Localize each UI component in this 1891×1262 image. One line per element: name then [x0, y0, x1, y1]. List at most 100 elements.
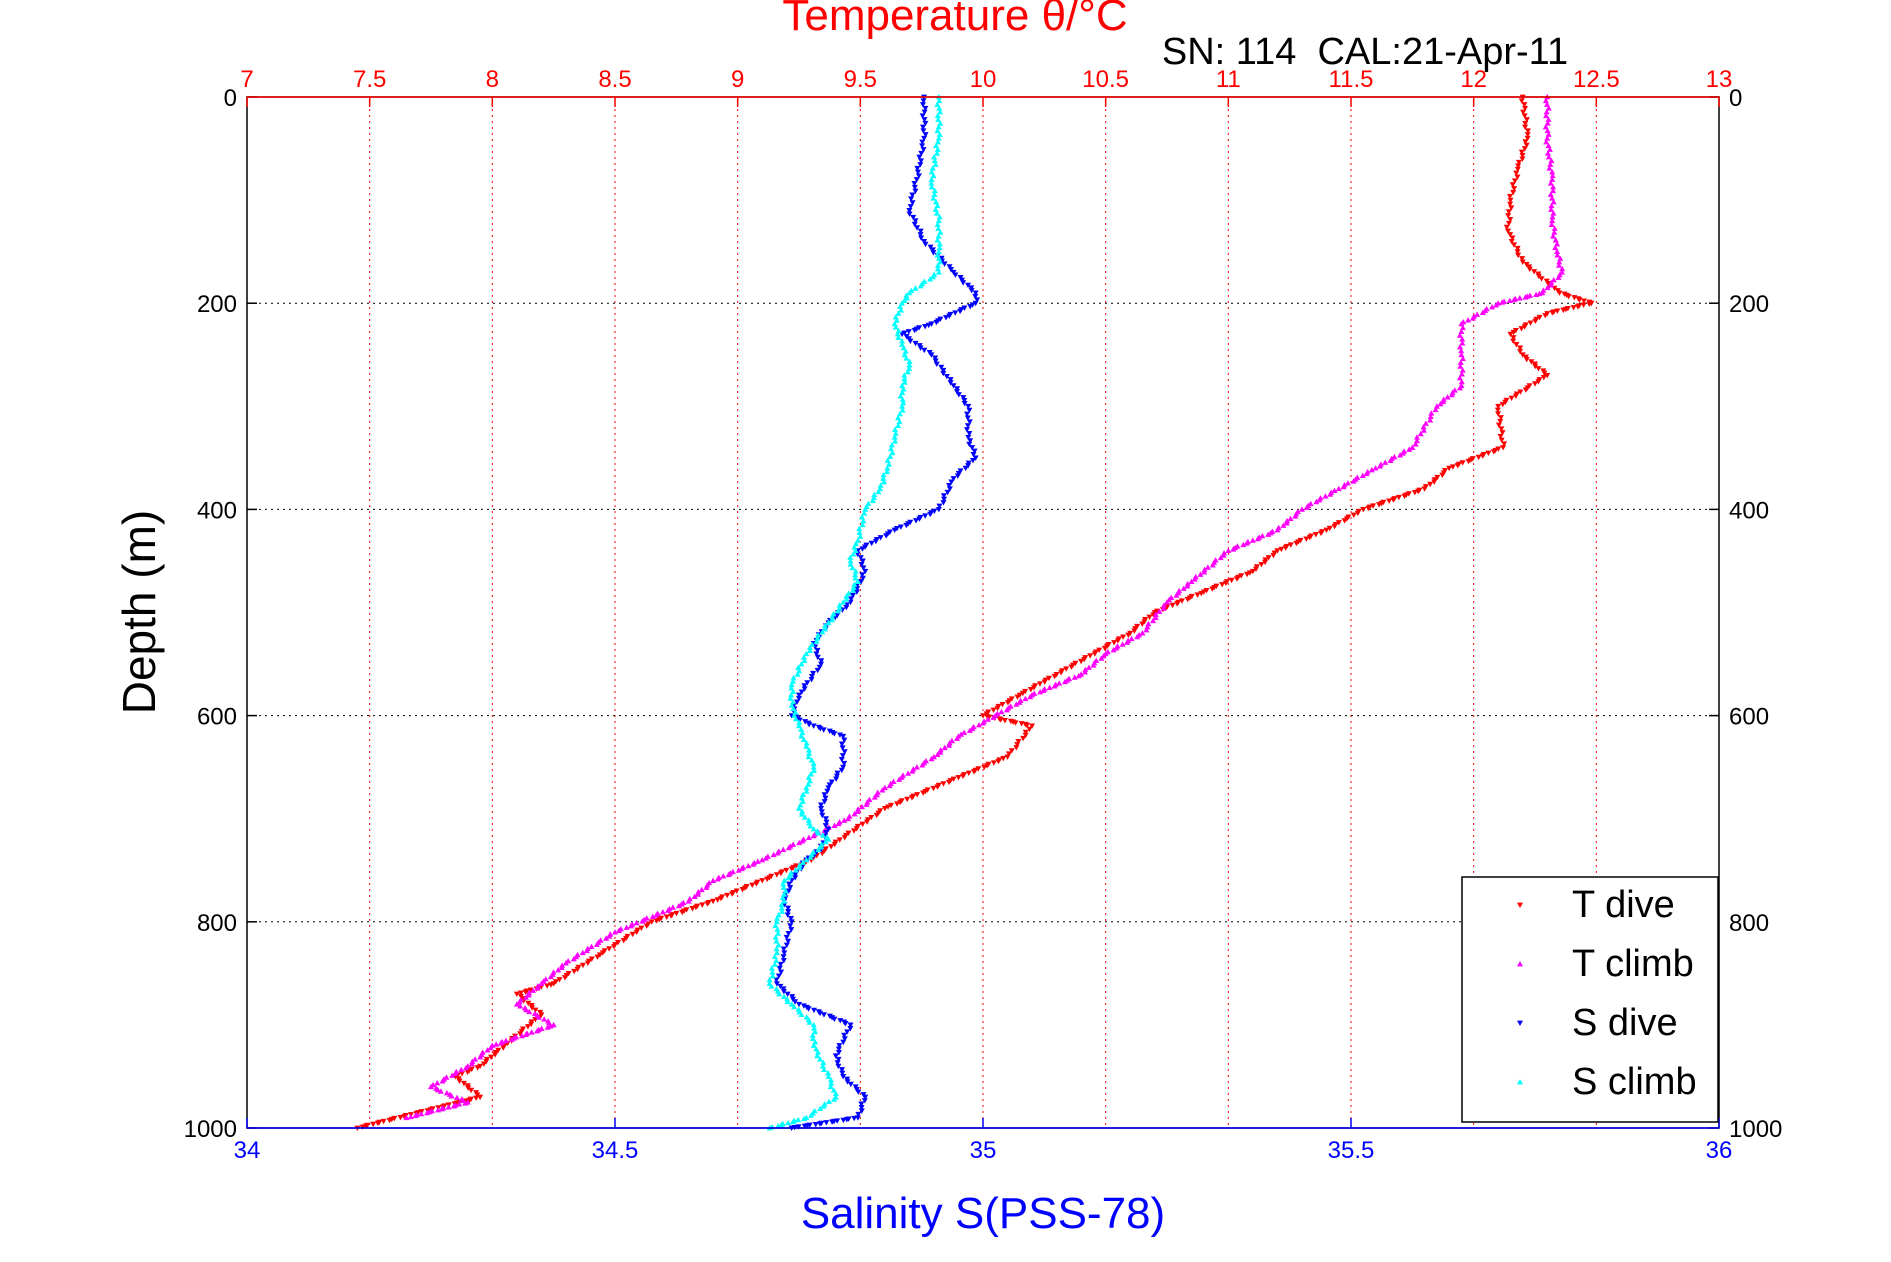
- series-t-climb: [403, 94, 1566, 1121]
- data-point: [808, 1112, 815, 1118]
- data-point: [1323, 527, 1330, 534]
- data-point: [908, 196, 915, 202]
- data-point: [1456, 374, 1463, 381]
- data-point: [862, 506, 869, 512]
- data-point: [1521, 146, 1528, 152]
- data-point: [1544, 120, 1551, 126]
- legend-label: S climb: [1572, 1061, 1697, 1103]
- data-point: [919, 139, 926, 145]
- data-point: [935, 217, 942, 224]
- data-point: [851, 544, 858, 550]
- data-point: [1420, 423, 1427, 430]
- data-point: [1508, 205, 1515, 211]
- data-point: [934, 101, 941, 107]
- data-point: [886, 782, 893, 789]
- data-point: [418, 1110, 425, 1117]
- data-point: [544, 1024, 551, 1030]
- data-point: [922, 120, 929, 127]
- data-point: [871, 794, 878, 800]
- data-point: [1519, 256, 1526, 262]
- data-point: [801, 1123, 808, 1130]
- data-point: [1545, 131, 1552, 137]
- data-point: [827, 1076, 834, 1083]
- data-point: [799, 729, 806, 736]
- data-point: [1335, 485, 1342, 492]
- data-point: [858, 1104, 865, 1111]
- data-point: [1244, 571, 1251, 578]
- data-point: [847, 1025, 854, 1032]
- data-point: [796, 696, 803, 702]
- data-point: [439, 1078, 446, 1084]
- data-point: [1517, 389, 1524, 395]
- data-point: [530, 987, 537, 993]
- data-point: [1513, 170, 1520, 177]
- data-point: [1409, 444, 1416, 450]
- data-point: [825, 836, 832, 842]
- data-point: [897, 799, 904, 806]
- data-point: [517, 1031, 524, 1037]
- data-point: [825, 785, 832, 791]
- data-point: [798, 661, 805, 667]
- data-point: [859, 821, 866, 828]
- data-point: [1547, 180, 1554, 186]
- data-point: [936, 105, 943, 111]
- data-point: [1004, 754, 1011, 760]
- data-point: [821, 792, 828, 798]
- data-point: [1164, 599, 1170, 605]
- data-point: [1497, 433, 1504, 440]
- data-point: [820, 1012, 827, 1018]
- data-point: [1003, 706, 1010, 713]
- data-point: [817, 1010, 824, 1017]
- data-point: [919, 113, 926, 119]
- data-point: [1124, 639, 1131, 645]
- data-point: [899, 338, 906, 344]
- data-point: [983, 763, 990, 769]
- data-point: [897, 303, 904, 310]
- data-point: [928, 183, 935, 190]
- data-point: [934, 112, 941, 119]
- data-point: [921, 135, 928, 142]
- data-point: [735, 867, 742, 873]
- data-point: [803, 650, 810, 657]
- data-point: [840, 733, 847, 740]
- data-point: [837, 1018, 844, 1024]
- data-point: [972, 290, 979, 296]
- data-point: [822, 625, 829, 632]
- data-point: [820, 1059, 827, 1066]
- data-point: [912, 218, 919, 224]
- data-point: [946, 486, 953, 492]
- data-point: [1545, 105, 1552, 111]
- data-point: [437, 1088, 444, 1094]
- data-point: [1221, 550, 1228, 556]
- data-point: [911, 327, 918, 334]
- data-point: [1517, 348, 1524, 355]
- data-point: [1386, 498, 1393, 504]
- data-point: [558, 964, 565, 971]
- data-point: [831, 822, 838, 828]
- data-point: [1180, 585, 1187, 591]
- data-point: [974, 297, 981, 303]
- data-point: [1113, 645, 1120, 651]
- data-point: [897, 392, 904, 399]
- data-point: [574, 966, 581, 973]
- data-point: [781, 877, 788, 883]
- data-point: [937, 229, 944, 235]
- data-point: [922, 132, 929, 138]
- data-point: [931, 508, 938, 514]
- data-point: [990, 714, 997, 720]
- data-point: [1458, 328, 1465, 334]
- data-point: [814, 654, 821, 661]
- data-point: [1505, 209, 1512, 215]
- data-point: [798, 1011, 805, 1017]
- data-point: [1204, 564, 1211, 570]
- data-point: [615, 940, 622, 946]
- data-point: [913, 177, 920, 183]
- data-point: [1090, 662, 1097, 668]
- data-point: [935, 233, 942, 239]
- data-point: [858, 1101, 865, 1107]
- data-point: [1150, 617, 1157, 624]
- data-point: [1548, 206, 1555, 212]
- data-point: [818, 658, 825, 664]
- data-point: [961, 398, 968, 404]
- data-point: [1510, 335, 1517, 341]
